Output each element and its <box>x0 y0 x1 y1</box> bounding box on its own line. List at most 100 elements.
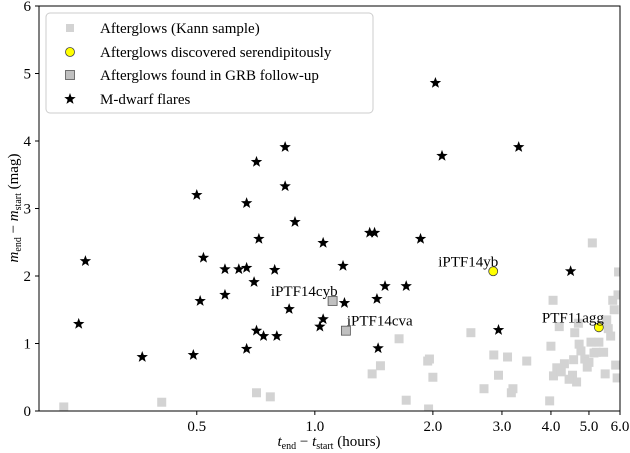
annotation-label: iPTF14cva <box>347 314 413 330</box>
kann-afterglow-point <box>614 267 620 277</box>
kann-afterglow-point <box>582 362 592 372</box>
kann-afterglow-point <box>613 290 620 300</box>
y-tick-label: 6 <box>24 0 32 15</box>
followup-afterglow-point <box>340 325 351 336</box>
kann-afterglow-point <box>608 295 618 305</box>
kann-afterglow-point <box>606 331 616 341</box>
kann-afterglow-point <box>548 295 558 305</box>
kann-afterglow-point <box>265 392 275 402</box>
m-dwarf-flare-point <box>191 189 203 200</box>
kann-afterglow-point <box>251 388 261 398</box>
annotation-label: iPTF14yb <box>438 254 498 270</box>
x-axis-label: tend − tstart (hours) <box>277 434 380 452</box>
m-dwarf-flare-point <box>187 348 200 360</box>
m-dwarf-flare-point <box>414 232 427 244</box>
kann-afterglow-point <box>157 397 167 407</box>
kann-afterglow-point <box>424 404 434 411</box>
serendipitous-afterglow-point <box>593 322 604 333</box>
m-dwarf-flare-point <box>314 320 326 332</box>
x-tick-label: 1.0 <box>305 419 324 435</box>
y-axis-ticks: 0 1 2 3 4 5 6 <box>24 0 39 420</box>
m-dwarf-flare-point <box>240 261 253 273</box>
kann-afterglow-point <box>573 318 583 328</box>
m-dwarf-flare-point <box>337 259 349 271</box>
kann-afterglow-point <box>522 356 532 366</box>
kann-afterglow-point <box>466 328 476 338</box>
kann-afterglow-point <box>591 347 601 357</box>
m-dwarf-flare-point <box>240 197 253 208</box>
m-dwarf-flare-point <box>271 330 283 341</box>
kann-afterglow-point <box>59 402 69 411</box>
m-dwarf-flare-point <box>279 180 291 192</box>
kann-afterglow-point <box>545 396 555 406</box>
m-dwarf-flare-point <box>197 251 210 263</box>
kann-afterglow-point <box>548 371 558 381</box>
kann-afterglow-point <box>559 359 569 369</box>
x-axis-ticks: 0.5 1.0 2.0 3.0 4.0 5.0 6.0 <box>187 411 629 435</box>
plot-marks <box>59 76 620 411</box>
series-1 <box>488 266 604 333</box>
kann-afterglow-point <box>609 305 619 315</box>
m-dwarf-flare-point <box>368 226 381 238</box>
kann-afterglow-point <box>401 395 411 405</box>
series-0 <box>59 238 620 411</box>
m-dwarf-flare-point <box>372 342 384 354</box>
m-dwarf-flare-point <box>279 141 291 152</box>
kann-afterglow-point <box>584 357 594 367</box>
annotation-label: iPTF14cyb <box>271 284 338 300</box>
kann-afterglow-point <box>594 337 604 347</box>
kann-afterglow-point <box>570 328 580 338</box>
legend-label-followup: Afterglows found in GRB follow-up <box>100 68 319 84</box>
kann-afterglow-point <box>428 372 438 382</box>
legend-box <box>45 12 374 114</box>
annotation-label: PTF11agg <box>542 310 604 326</box>
kann-afterglow-point <box>569 355 579 365</box>
series-2 <box>327 296 351 336</box>
kann-afterglow-point <box>600 369 610 379</box>
series-3 <box>73 76 577 362</box>
y-tick-label: 1 <box>24 337 32 353</box>
kann-afterglow-point <box>546 341 556 351</box>
kann-afterglow-point <box>489 350 499 360</box>
m-dwarf-flare-point <box>283 303 295 314</box>
kann-afterglow-point <box>424 354 434 364</box>
kann-afterglow-point <box>612 373 620 383</box>
m-dwarf-flare-point <box>136 351 148 362</box>
kann-afterglow-point <box>375 361 385 371</box>
m-dwarf-flare-point <box>371 292 383 304</box>
m-dwarf-flare-point <box>400 280 412 291</box>
legend-marker-kann <box>66 24 74 32</box>
kann-afterglow-point <box>602 315 612 325</box>
x-tick-label: 3.0 <box>493 419 512 435</box>
m-dwarf-flare-point <box>492 324 505 335</box>
followup-afterglow-point <box>327 296 338 306</box>
m-dwarf-flare-point <box>436 149 448 161</box>
m-dwarf-flare-point <box>250 324 263 336</box>
legend-label-kann: Afterglows (Kann sample) <box>100 21 260 37</box>
m-dwarf-flare-point <box>317 236 329 248</box>
m-dwarf-flare-point <box>250 155 263 167</box>
annotations: iPTF14cyb iPTF14cva iPTF14yb PTF11agg <box>271 254 604 329</box>
kann-afterglow-point <box>503 352 513 362</box>
y-tick-label: 4 <box>24 134 32 150</box>
serendipitous-afterglow-point <box>488 266 499 277</box>
m-dwarf-flare-point <box>512 141 525 152</box>
legend-marker-star-icon <box>64 93 76 104</box>
m-dwarf-flare-point <box>289 216 301 227</box>
legend-marker-serendipitous <box>65 47 75 57</box>
kann-afterglow-point <box>599 347 609 357</box>
m-dwarf-flare-point <box>79 255 92 266</box>
m-dwarf-flare-point <box>240 342 253 354</box>
x-tick-label: 6.0 <box>611 419 630 435</box>
legend-marker-followup <box>65 70 75 80</box>
kann-afterglow-point <box>572 377 582 387</box>
kann-afterglow-point <box>479 384 489 394</box>
m-dwarf-flare-point <box>73 317 85 329</box>
m-dwarf-flare-point <box>268 263 281 275</box>
kann-afterglow-point <box>586 337 596 347</box>
y-tick-label: 5 <box>24 67 32 83</box>
legend-label-flares: M-dwarf flares <box>100 92 191 108</box>
kann-afterglow-point <box>603 324 613 334</box>
kann-afterglow-point <box>494 370 504 380</box>
